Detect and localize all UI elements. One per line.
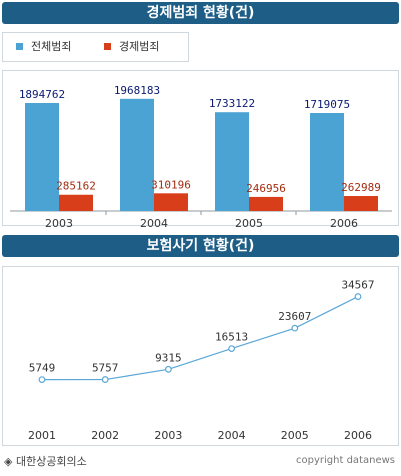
x-tick-label: 2005 xyxy=(235,217,263,230)
legend-item-economic: 경제범죄 xyxy=(104,33,159,61)
x-tick-label: 2004 xyxy=(218,429,246,442)
chart-legend: 전체범죄 경제범죄 xyxy=(2,32,189,62)
x-tick-label: 2004 xyxy=(140,217,168,230)
x-tick-label: 2006 xyxy=(330,217,358,230)
line-chart-panel xyxy=(2,266,399,446)
bar-total xyxy=(25,102,59,211)
x-tick-label: 2003 xyxy=(154,429,182,442)
fraud-chart-title: 보험사기 현황(건) xyxy=(2,235,399,257)
data-label-total: 1968183 xyxy=(114,84,160,97)
bar-economic xyxy=(344,196,378,211)
legend-swatch-economic xyxy=(104,42,111,50)
bar-total xyxy=(215,112,249,211)
crime-chart-title: 경제범죄 현황(건) xyxy=(2,2,399,24)
data-label: 9315 xyxy=(155,351,182,364)
bar-economic xyxy=(249,196,283,211)
data-label-economic: 285162 xyxy=(56,180,96,193)
source-label: ◈ 대한상공회의소 xyxy=(4,455,87,468)
data-label-economic: 310196 xyxy=(151,178,191,191)
x-tick-label: 2001 xyxy=(28,429,56,442)
data-label: 34567 xyxy=(341,279,374,292)
data-point xyxy=(354,293,362,300)
bar-total xyxy=(120,98,154,211)
x-tick-label: 2003 xyxy=(45,217,73,230)
data-point xyxy=(291,324,299,332)
bar-total xyxy=(310,113,344,211)
data-label: 5757 xyxy=(92,362,119,375)
data-point xyxy=(164,365,172,373)
copyright-label: copyright datanews xyxy=(296,455,395,466)
x-tick-label: 2002 xyxy=(91,429,119,442)
series-line xyxy=(41,296,359,381)
legend-swatch-total xyxy=(16,42,23,50)
bar-economic xyxy=(59,194,93,211)
data-label-total: 1894762 xyxy=(19,88,65,101)
data-label: 5749 xyxy=(29,362,56,375)
legend-label-total: 전체범죄 xyxy=(31,40,72,53)
data-label-economic: 246956 xyxy=(246,182,286,195)
bar-chart: 1894762 285162 2003 1968183 310196 2004 173312… xyxy=(10,84,392,230)
bar-economic xyxy=(154,193,188,211)
bar-chart-panel xyxy=(2,70,399,226)
legend-label-economic: 경제범죄 xyxy=(119,40,160,53)
data-label-economic: 262989 xyxy=(341,181,381,194)
data-label: 16513 xyxy=(215,331,248,344)
data-point xyxy=(38,376,46,384)
data-label-total: 1719075 xyxy=(304,98,350,111)
legend-item-total: 전체범죄 xyxy=(16,33,71,61)
data-label: 23607 xyxy=(278,310,311,323)
x-tick-label: 2006 xyxy=(344,429,372,442)
data-label-total: 1733122 xyxy=(209,97,255,110)
data-point xyxy=(228,345,236,352)
x-tick-label: 2005 xyxy=(281,429,309,442)
data-point xyxy=(101,376,109,383)
